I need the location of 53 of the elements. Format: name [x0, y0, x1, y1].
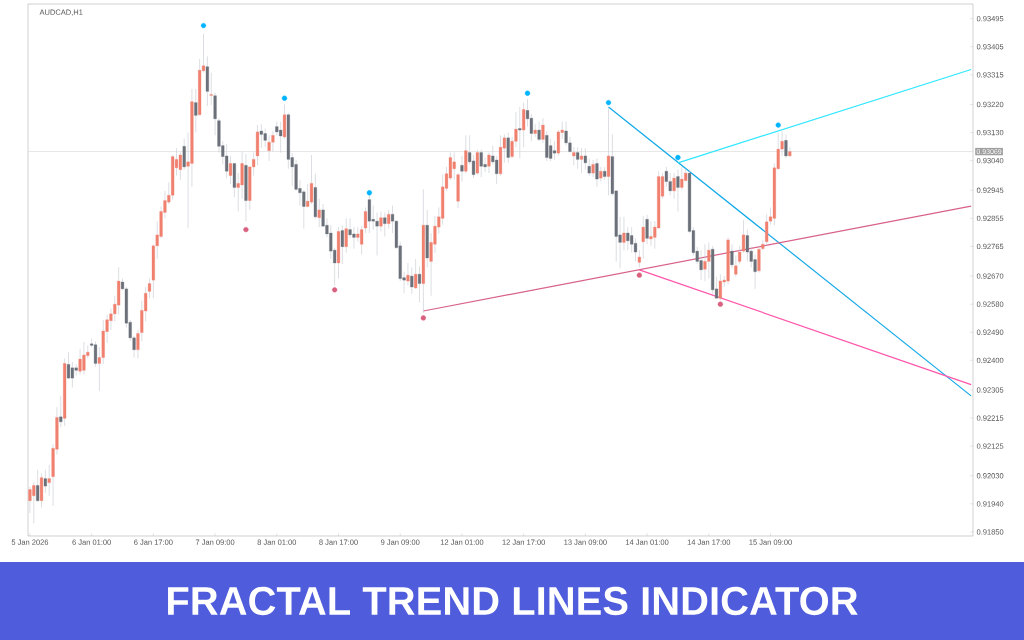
candlestick	[549, 138, 553, 162]
candlestick	[74, 364, 78, 376]
candlestick	[32, 481, 36, 524]
candlestick	[383, 212, 387, 237]
point	[524, 90, 531, 96]
candlestick	[579, 147, 584, 174]
candlestick	[718, 273, 722, 301]
candlestick	[556, 129, 560, 157]
candlestick	[460, 155, 464, 182]
candlestick	[576, 146, 580, 170]
candlestick	[676, 169, 680, 212]
point	[281, 95, 288, 101]
candlestick	[70, 361, 74, 388]
candlestick	[43, 469, 47, 494]
candlestick	[495, 155, 499, 185]
candlestick	[479, 149, 483, 178]
candlestick	[82, 341, 86, 375]
candlestick	[356, 226, 360, 243]
candlestick	[533, 123, 537, 138]
candlestick	[537, 121, 541, 142]
candlestick	[591, 159, 595, 178]
text: FRACTAL TREND LINES INDICATOR	[168, 586, 858, 616]
candlestick	[707, 242, 711, 279]
point	[243, 226, 249, 233]
candlestick	[703, 243, 707, 282]
point	[332, 287, 338, 293]
candlestick	[39, 472, 44, 508]
candlestick	[387, 209, 391, 229]
candlestick	[279, 121, 283, 153]
candlestick	[784, 134, 788, 159]
point	[420, 315, 426, 321]
point	[605, 99, 612, 106]
point	[775, 122, 781, 128]
candlestick	[626, 226, 630, 251]
candlestick	[475, 149, 479, 175]
candlestick	[506, 132, 510, 164]
point	[675, 154, 681, 161]
candlestick	[410, 267, 414, 295]
candlestick	[641, 215, 645, 260]
candlestick	[178, 152, 182, 181]
candlestick	[583, 147, 587, 170]
candlestick	[367, 192, 371, 234]
candlestick	[552, 140, 557, 161]
point	[200, 22, 207, 29]
candlestick	[522, 102, 526, 148]
candlestick	[194, 88, 198, 133]
point	[366, 190, 372, 196]
candlestick	[518, 106, 522, 159]
point	[636, 272, 642, 278]
candlestick	[417, 266, 422, 303]
candlestick	[36, 469, 40, 502]
candlestick	[595, 158, 599, 188]
point	[717, 301, 723, 307]
